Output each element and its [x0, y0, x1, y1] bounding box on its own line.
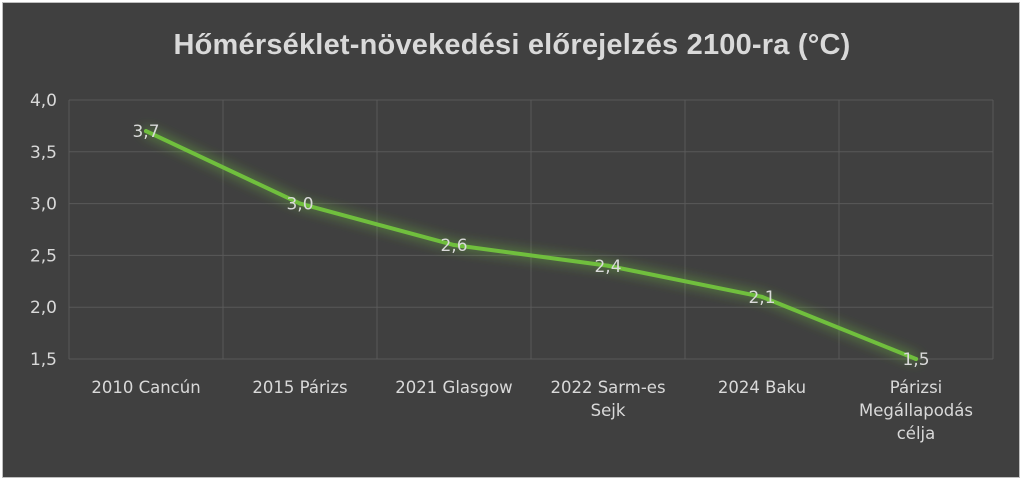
x-category-label: 2024 Baku	[718, 378, 806, 397]
data-label: 3,7	[132, 122, 159, 142]
x-category-label: Sejk	[591, 401, 626, 420]
x-category-label: Megállapodás	[859, 401, 973, 420]
x-category-label: 2022 Sarm-es	[550, 378, 665, 397]
data-point	[606, 263, 610, 268]
y-tick-label: 2,5	[30, 246, 57, 266]
x-category-label: 2015 Párizs	[252, 378, 347, 397]
x-category-label: Párizsi	[890, 378, 943, 397]
data-label: 2,4	[594, 257, 621, 277]
data-point	[452, 243, 456, 248]
data-label: 1,5	[902, 350, 929, 370]
y-tick-label: 2,0	[30, 298, 57, 318]
data-point	[298, 201, 302, 206]
x-category-label: célja	[897, 424, 936, 443]
data-label: 3,0	[286, 195, 313, 215]
y-tick-label: 3,5	[30, 143, 57, 163]
data-label: 2,6	[440, 236, 467, 256]
data-point	[144, 129, 148, 134]
line-chart: 4,0 3,5 3,0 2,5 2,0 1,5 2010 Cancún 2015 Párizs…	[30, 91, 994, 443]
y-tick-label: 3,0	[30, 195, 57, 215]
x-category-label: 2021 Glasgow	[395, 378, 512, 397]
y-tick-label: 1,5	[30, 350, 57, 370]
chart-title: Hőmérséklet-növekedési előrejelzés 2100-…	[173, 29, 851, 61]
series-line	[144, 129, 918, 361]
data-point	[914, 357, 918, 361]
y-tick-label: 4,0	[30, 91, 57, 111]
data-label: 2,1	[748, 288, 775, 308]
x-category-label: 2010 Cancún	[91, 378, 200, 397]
data-point	[760, 294, 764, 299]
